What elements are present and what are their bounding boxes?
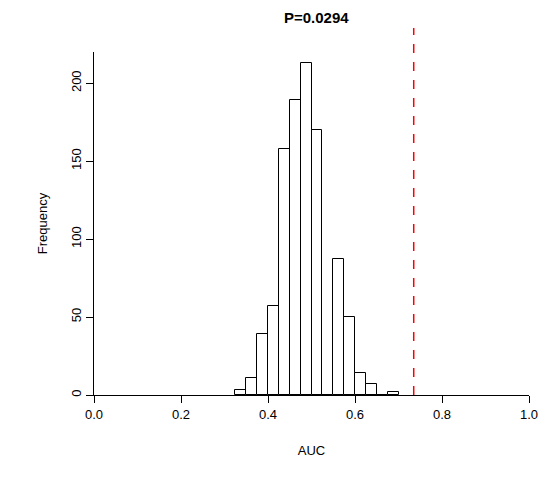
svg-text:200: 200 — [69, 70, 84, 92]
svg-text:50: 50 — [69, 308, 84, 322]
svg-text:P=0.0294: P=0.0294 — [284, 9, 349, 26]
svg-text:AUC: AUC — [298, 443, 325, 458]
svg-text:0.6: 0.6 — [346, 407, 364, 422]
svg-text:0.2: 0.2 — [172, 407, 190, 422]
svg-text:0.4: 0.4 — [259, 407, 277, 422]
svg-text:100: 100 — [69, 226, 84, 248]
svg-text:0.8: 0.8 — [433, 407, 451, 422]
svg-text:0: 0 — [69, 389, 84, 396]
svg-text:150: 150 — [69, 148, 84, 170]
svg-text:Frequency: Frequency — [35, 192, 50, 254]
svg-text:1.0: 1.0 — [520, 407, 538, 422]
svg-text:0.0: 0.0 — [85, 407, 103, 422]
